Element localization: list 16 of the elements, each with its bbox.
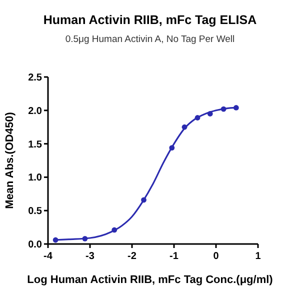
y-axis-title: Mean Abs.(OD450): [4, 112, 16, 209]
y-tick-label: 1.5: [28, 139, 42, 150]
y-tick-label: 0.5: [28, 206, 42, 218]
y-tick-label: 2.0: [28, 106, 42, 117]
y-tick-label: 2.5: [28, 72, 42, 84]
x-tick-label: -3: [86, 251, 95, 262]
x-tick-label: -1: [170, 251, 179, 262]
x-axis-title: Log Human Activin RIIB, mFc Tag Conc.(μg/ml): [27, 274, 274, 286]
x-tick-label: 1: [255, 251, 262, 262]
x-tick-label: -2: [128, 251, 137, 262]
y-tick-label: 1.0: [28, 172, 42, 184]
y-tick-label: 0.0: [28, 240, 42, 250]
x-tick-label: -4: [44, 251, 53, 262]
chart-title: Human Activin RIIB, mFc Tag ELISA: [43, 13, 257, 27]
x-tick-label: 0: [213, 251, 220, 262]
chart-subtitle: 0.5μg Human Activin A, No Tag Per Well: [65, 34, 235, 45]
